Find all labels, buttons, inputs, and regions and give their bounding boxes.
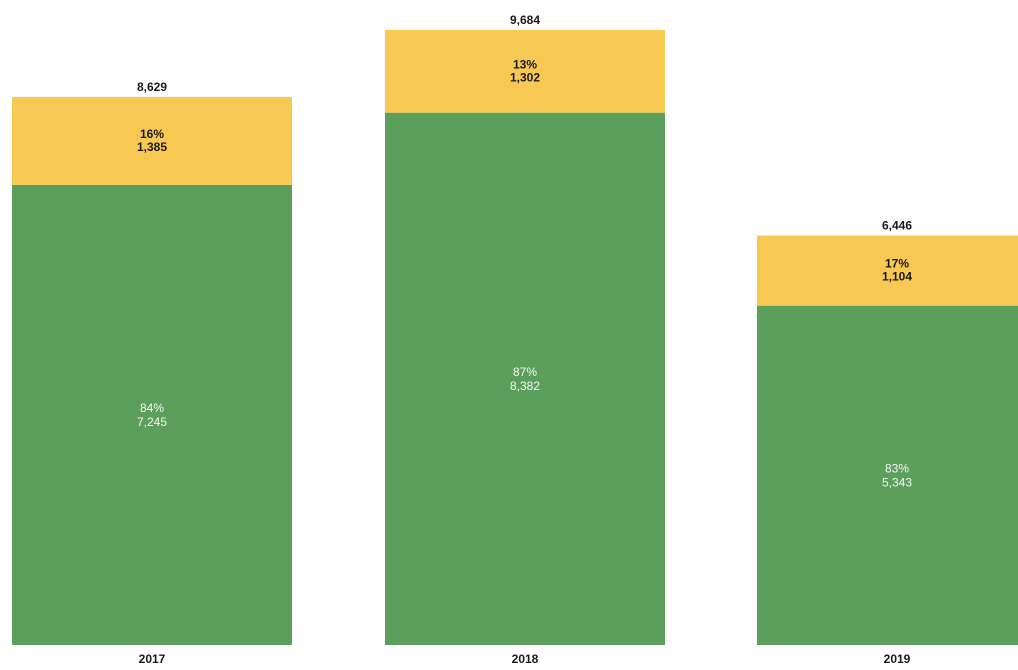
top-value-label-2017: 1,385 [137, 140, 167, 154]
labels-layer: 8,629 16%1,385 84%7,245 2017 9,684 13%1,302 87… [137, 13, 912, 666]
category-label-2018: 2018 [512, 652, 539, 666]
bottom-percent-label-2018: 87% [513, 365, 537, 379]
bottom-value-label-2017: 7,245 [137, 415, 167, 429]
top-value-label-2018: 1,302 [510, 70, 540, 84]
category-label-2019: 2019 [884, 652, 911, 666]
bottom-value-label-2019: 5,343 [882, 475, 912, 489]
bar-segment-bottom-2018 [385, 112, 665, 646]
total-label-2017: 8,629 [137, 80, 167, 94]
bars-layer [12, 30, 1018, 646]
bar-segment-bottom-2019 [757, 305, 1018, 645]
bar-segment-top-2018 [385, 30, 665, 113]
category-label-2017: 2017 [139, 652, 166, 666]
bottom-percent-label-2019: 83% [885, 461, 909, 475]
bar-segment-top-2017 [12, 96, 292, 185]
bottom-value-label-2018: 8,382 [510, 379, 540, 393]
top-percent-label-2019: 17% [885, 257, 909, 271]
bottom-percent-label-2017: 84% [140, 401, 164, 415]
top-value-label-2019: 1,104 [882, 270, 912, 284]
top-percent-label-2018: 13% [513, 57, 537, 71]
bar-segment-top-2019 [757, 235, 1018, 306]
total-label-2019: 6,446 [882, 219, 912, 233]
top-percent-label-2017: 16% [140, 127, 164, 141]
bar-segment-bottom-2017 [12, 184, 292, 645]
total-label-2018: 9,684 [510, 13, 540, 27]
